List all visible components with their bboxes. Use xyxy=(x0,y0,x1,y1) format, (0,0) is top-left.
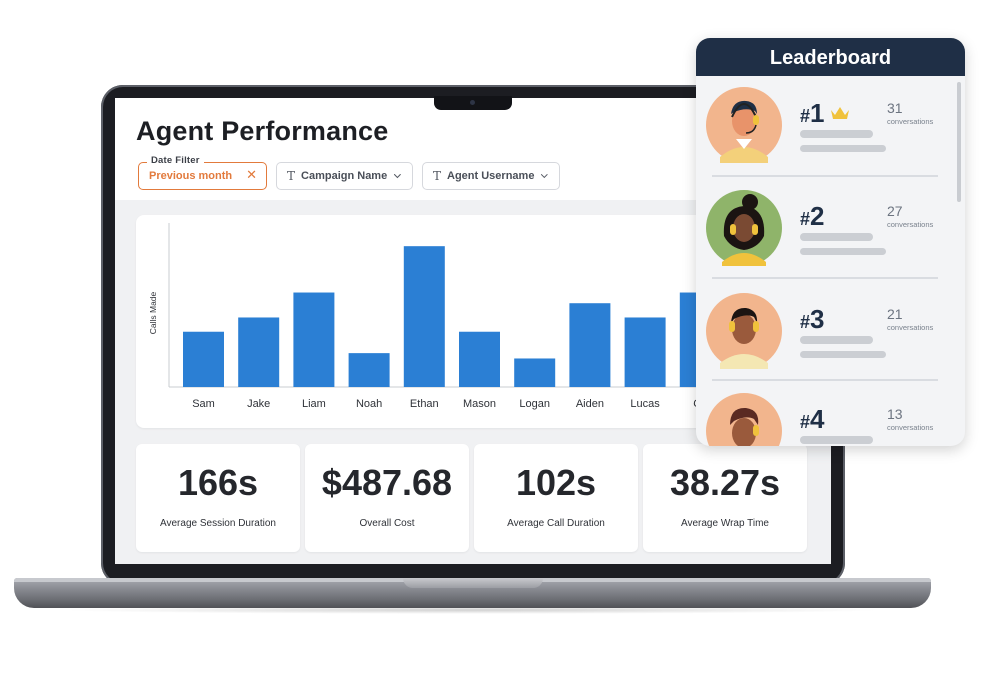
camera-icon xyxy=(470,100,475,105)
x-tick-label: Logan xyxy=(519,398,550,410)
stat-value: 38.27s xyxy=(669,462,781,503)
stat-label: Average Call Duration xyxy=(507,518,605,529)
stat-label: Average Wrap Time xyxy=(680,518,769,529)
conversation-count-label: conversations xyxy=(887,220,934,229)
rank-number: #2 xyxy=(800,201,825,231)
placeholder-bar xyxy=(800,336,873,344)
date-filter-legend: Date Filter xyxy=(147,155,204,166)
bar-mason xyxy=(459,331,500,387)
page-title: Agent Performance xyxy=(136,116,389,146)
leaderboard-title: Leaderboard xyxy=(696,38,965,76)
y-axis-label: Calls Made xyxy=(148,291,158,334)
agent-username-filter[interactable]: T Agent Username xyxy=(422,162,560,190)
stat-card-session-duration: 166s Average Session Duration xyxy=(136,444,300,552)
date-filter[interactable]: Date Filter Previous month ✕ xyxy=(138,155,267,190)
rank-number: #4 xyxy=(800,404,825,434)
crown-icon xyxy=(831,107,849,119)
x-tick-label: Lucas xyxy=(630,398,660,410)
stat-label: Average Session Duration xyxy=(160,518,276,529)
chevron-down-icon xyxy=(541,174,549,179)
placeholder-bar xyxy=(800,351,886,358)
x-tick-label: Aiden xyxy=(576,398,604,410)
rank-number: #3 xyxy=(800,304,825,334)
laptop-shadow xyxy=(60,606,885,614)
stat-card-overall-cost: $487.68 Overall Cost xyxy=(305,444,469,552)
stat-value: $487.68 xyxy=(321,462,453,503)
stat-value: 102s xyxy=(515,462,597,503)
placeholder-bar xyxy=(800,233,873,241)
agent-username-label: Agent Username xyxy=(447,170,535,182)
bar-jake xyxy=(238,317,280,387)
rank-number: #1 xyxy=(800,98,825,128)
leaderboard-divider xyxy=(712,175,938,177)
conversation-count-label: conversations xyxy=(887,323,934,332)
leaderboard-entry[interactable]: #2 27 conversations xyxy=(696,181,956,283)
chevron-down-icon xyxy=(394,174,402,179)
text-field-icon: T xyxy=(287,169,296,183)
bar-noah xyxy=(348,353,390,387)
text-field-icon: T xyxy=(433,169,442,183)
conversation-count-label: conversations xyxy=(887,117,934,126)
conversation-count: 31 xyxy=(887,100,903,116)
agent-avatar xyxy=(706,293,782,369)
agent-avatar xyxy=(706,190,782,266)
bar-ethan xyxy=(403,246,445,387)
placeholder-bar xyxy=(800,248,886,255)
bar-liam xyxy=(293,292,335,387)
agent-avatar xyxy=(706,87,782,163)
x-tick-label: Noah xyxy=(356,398,382,410)
laptop-opening-groove xyxy=(403,578,543,588)
bar-aiden xyxy=(569,303,611,387)
leaderboard-divider xyxy=(712,277,938,279)
x-tick-label: Mason xyxy=(463,398,496,410)
conversation-count: 27 xyxy=(887,203,903,219)
x-tick-label: Jake xyxy=(247,398,270,410)
agent-avatar xyxy=(706,393,782,446)
conversation-count-label: conversations xyxy=(887,423,934,432)
leaderboard-scrollbar[interactable] xyxy=(957,82,961,202)
stat-card-call-duration: 102s Average Call Duration xyxy=(474,444,638,552)
leaderboard-entry[interactable]: #4 13 conversations xyxy=(696,384,956,446)
x-tick-label: Ethan xyxy=(410,398,439,410)
stat-label: Overall Cost xyxy=(359,518,415,529)
placeholder-bar xyxy=(800,130,873,138)
placeholder-bar xyxy=(800,436,873,444)
leaderboard-panel: Leaderboard #1 31 conversations xyxy=(696,38,965,446)
bar-logan xyxy=(514,358,556,387)
date-filter-value: Previous month xyxy=(149,170,233,182)
x-tick-label: Sam xyxy=(192,398,215,410)
campaign-name-filter[interactable]: T Campaign Name xyxy=(276,162,413,190)
leaderboard-divider xyxy=(712,379,938,381)
clear-filter-icon[interactable]: ✕ xyxy=(246,167,257,182)
stat-value: 166s xyxy=(177,462,259,503)
stat-card-wrap-time: 38.27s Average Wrap Time xyxy=(643,444,807,552)
leaderboard-entry[interactable]: #3 21 conversations xyxy=(696,284,956,386)
placeholder-bar xyxy=(800,145,886,152)
campaign-name-label: Campaign Name xyxy=(301,170,388,182)
conversation-count: 21 xyxy=(887,306,903,322)
conversation-count: 13 xyxy=(887,406,903,422)
bar-lucas xyxy=(624,317,666,387)
bar-sam xyxy=(183,331,224,387)
leaderboard-entry[interactable]: #1 31 conversations xyxy=(696,78,956,180)
x-tick-label: Liam xyxy=(302,398,326,410)
